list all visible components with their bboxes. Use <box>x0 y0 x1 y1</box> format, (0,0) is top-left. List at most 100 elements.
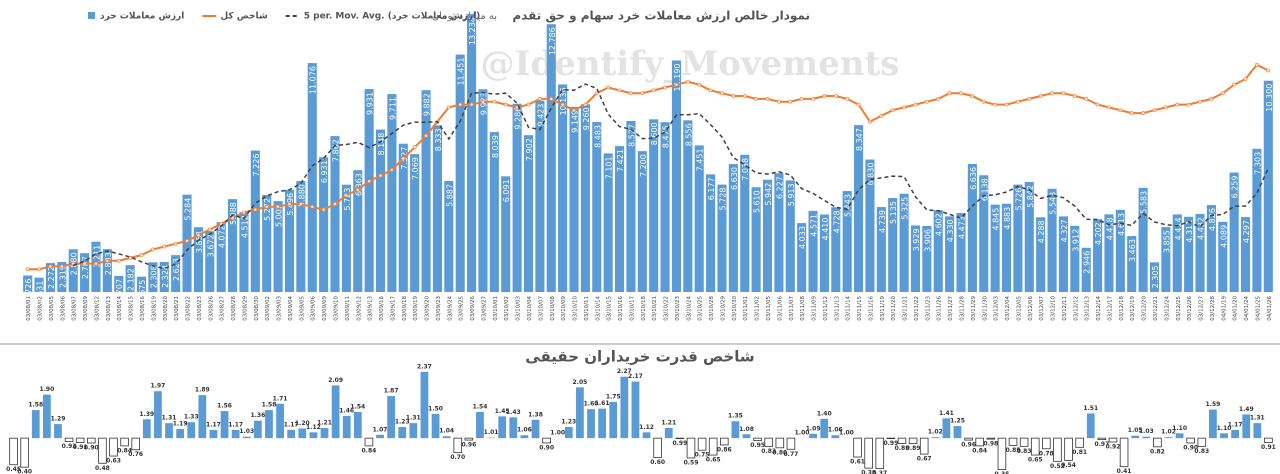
line-marker <box>708 88 713 93</box>
line-marker <box>572 108 576 113</box>
x-tick-label: 03/12/19 <box>1130 296 1136 321</box>
value-label: 1.29 <box>51 416 66 423</box>
line-marker <box>674 82 679 87</box>
line-marker <box>1027 96 1032 101</box>
bar <box>353 170 363 292</box>
line-marker <box>560 102 565 107</box>
bar <box>956 213 966 292</box>
line-marker <box>640 91 645 96</box>
value-label: 7.226 <box>252 154 261 177</box>
x-tick-label: 03/12/21 <box>1153 296 1159 321</box>
x-tick-label: 03/08/06 <box>60 296 66 321</box>
x-tick-label: 03/10/23 <box>675 296 681 321</box>
value-label: 0.89 <box>895 445 910 452</box>
value-label: 1.40 <box>817 410 832 417</box>
bar <box>1086 413 1095 439</box>
bar <box>320 427 329 439</box>
bar <box>580 104 590 293</box>
x-tick-label: 03/10/22 <box>664 296 670 321</box>
bar <box>1263 80 1273 292</box>
value-label: 7.200 <box>639 154 648 177</box>
x-tick-label: 03/08/23 <box>197 296 203 321</box>
value-label: 1.10 <box>1172 425 1187 432</box>
value-label: 0.37 <box>872 470 887 474</box>
value-label: 1.60 <box>584 401 599 408</box>
line-marker <box>981 99 986 104</box>
line-marker <box>276 204 280 209</box>
value-label: 0.99 <box>672 440 687 447</box>
line-marker <box>298 202 303 206</box>
bar <box>753 437 762 441</box>
legend-label: ارزش معاملات خرد <box>100 12 184 22</box>
value-label: 1.90 <box>39 386 54 393</box>
bar <box>91 241 101 292</box>
value-label: 0.65 <box>1028 457 1043 464</box>
x-tick-label: 03/10/29 <box>720 296 726 321</box>
x-tick-label: 03/11/06 <box>777 296 783 321</box>
value-label: 0.97 <box>1094 441 1109 448</box>
bar <box>626 120 636 292</box>
line-marker <box>446 105 451 110</box>
value-label: 4.330 <box>946 219 955 242</box>
value-label: 3.851 <box>195 230 204 253</box>
line-marker <box>1163 105 1168 110</box>
value-label: 1.41 <box>939 410 954 417</box>
line-marker <box>1016 99 1020 104</box>
bar <box>131 437 140 451</box>
value-label: 0.96 <box>461 442 476 449</box>
line-marker <box>59 264 64 269</box>
bar <box>319 157 329 292</box>
chart-subtitle: به میلیارد تومان <box>432 11 497 22</box>
bar <box>442 436 451 439</box>
bar <box>398 143 408 292</box>
value-label: 1.707 <box>115 279 124 302</box>
line-marker <box>162 244 167 249</box>
value-label: 9.149 <box>571 110 580 133</box>
bar <box>569 106 579 292</box>
value-label: 1.02 <box>928 429 943 436</box>
x-tick-label: 03/10/04 <box>527 296 533 321</box>
x-tick-label: 03/12/11 <box>1062 296 1068 321</box>
value-label: 5.913 <box>787 183 796 206</box>
bar <box>228 199 238 292</box>
bar <box>23 275 33 292</box>
value-label: 2.883 <box>104 252 113 275</box>
line-marker <box>936 96 941 101</box>
x-tick-label: 03/10/07 <box>538 296 544 321</box>
value-label: 3.211 <box>92 245 101 268</box>
bar <box>708 437 718 456</box>
bar <box>975 437 984 447</box>
value-label: 0.91 <box>1261 444 1276 451</box>
bar <box>986 437 996 440</box>
bar <box>1036 217 1046 292</box>
value-label: 4.432 <box>1197 217 1206 240</box>
bar <box>125 265 135 292</box>
bar <box>598 408 607 439</box>
bar <box>1024 181 1034 292</box>
value-label: 10.300 <box>1265 84 1274 112</box>
bar <box>353 412 362 439</box>
bar <box>660 122 670 292</box>
bar <box>683 120 693 292</box>
x-tick-label: 03/12/14 <box>1096 296 1102 321</box>
value-label: 6.630 <box>730 167 739 190</box>
value-label: 0.93 <box>62 443 77 450</box>
value-label: 11.451 <box>457 58 466 86</box>
x-tick-label: 03/10/15 <box>607 296 613 321</box>
value-label: 1.51 <box>1083 405 1098 412</box>
value-label: 8.333 <box>434 128 443 151</box>
line-marker <box>1072 94 1077 98</box>
bar <box>1008 437 1018 446</box>
bar <box>239 212 249 292</box>
value-label: 1.03 <box>1139 428 1154 435</box>
bar <box>603 153 613 292</box>
x-tick-label: 03/08/27 <box>220 296 226 321</box>
line-marker <box>94 261 98 266</box>
x-tick-label: 03/11/08 <box>800 296 806 321</box>
bar <box>410 154 420 292</box>
value-label: 6.138 <box>980 178 989 201</box>
value-label: 6.636 <box>969 167 978 190</box>
value-label: 2.09 <box>328 377 343 384</box>
x-tick-label: 03/08/28 <box>231 296 237 321</box>
value-label: 1.20 <box>295 420 310 427</box>
